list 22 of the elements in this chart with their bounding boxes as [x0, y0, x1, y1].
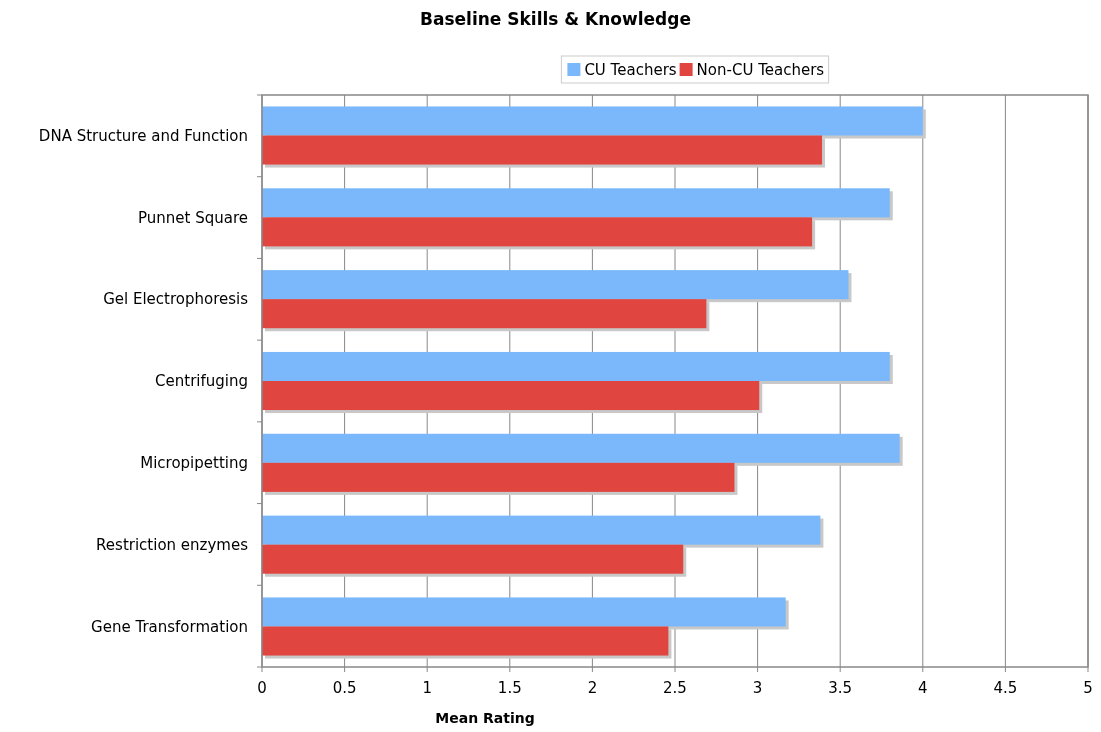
x-axis-title: Mean Rating — [435, 710, 535, 726]
x-tick-label: 4 — [918, 679, 928, 697]
y-tick-label: Micropipetting — [140, 454, 248, 473]
y-tick-label: Gene Transformation — [91, 617, 248, 636]
x-tick-label: 2.5 — [663, 679, 687, 697]
y-tick-label: DNA Structure and Function — [38, 126, 248, 145]
y-tick-label: Gel Electrophoresis — [103, 290, 249, 309]
chart-title: Baseline Skills & Knowledge — [420, 9, 691, 29]
x-tick-label: 0 — [257, 679, 267, 697]
x-tick-label: 1.5 — [497, 679, 522, 697]
x-tick-label: 2 — [587, 679, 598, 697]
x-tick-label: 3 — [752, 679, 763, 697]
y-tick-label: Restriction enzymes — [96, 535, 249, 554]
x-tick-label: 3.5 — [828, 679, 853, 697]
legend-label: Non-CU Teachers — [696, 61, 825, 79]
x-tick-label: 5 — [1083, 679, 1093, 697]
x-tick-label: 4.5 — [993, 679, 1018, 697]
y-tick-label: Centrifuging — [155, 372, 248, 391]
legend-label: CU Teachers — [584, 61, 677, 79]
y-tick-label: Punnet Square — [138, 208, 248, 227]
x-tick-label: 0.5 — [332, 679, 357, 697]
x-tick-label: 1 — [422, 679, 432, 697]
